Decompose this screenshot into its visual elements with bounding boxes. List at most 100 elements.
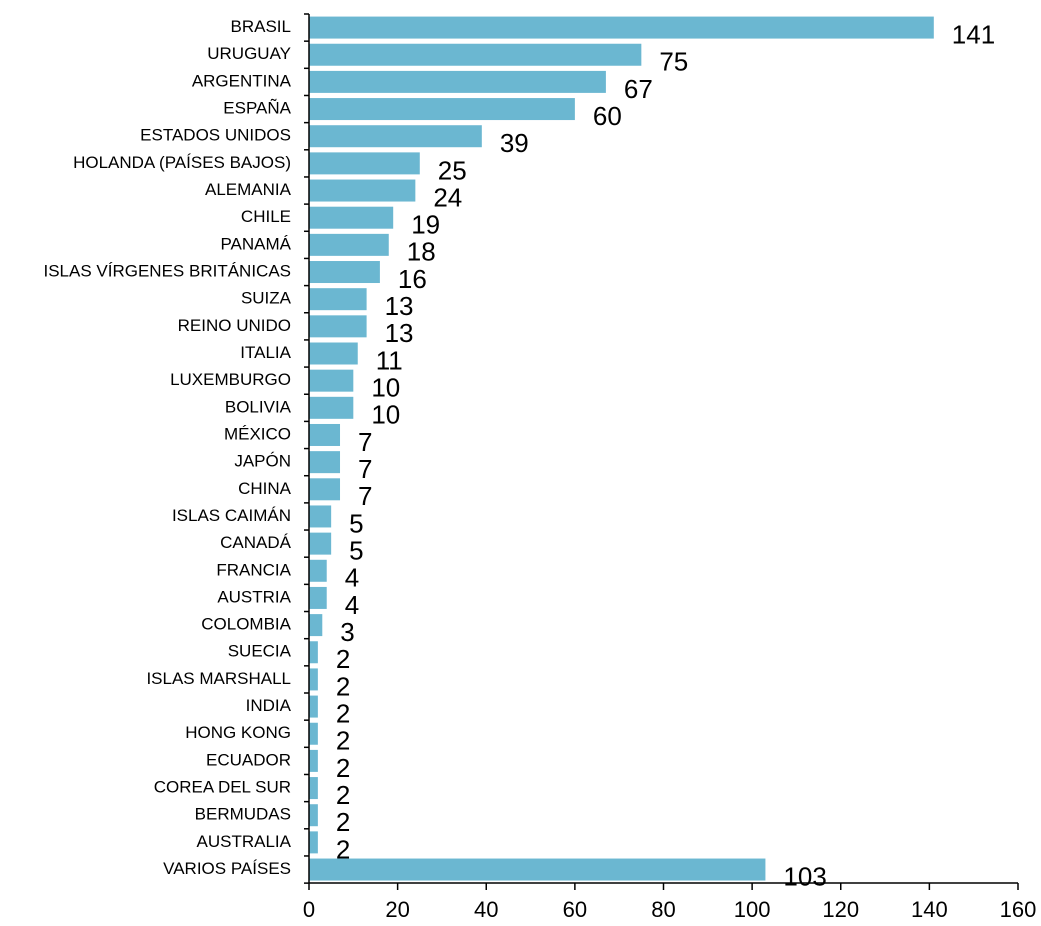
bars-group	[309, 16, 934, 881]
category-label: AUSTRIA	[217, 587, 291, 606]
bar	[309, 641, 318, 664]
data-labels-group: 1417567603925241918161313111010777554432…	[336, 19, 995, 891]
data-label: 103	[783, 861, 826, 891]
x-tick-label: 140	[911, 897, 948, 922]
data-label: 60	[593, 101, 622, 131]
data-label: 141	[952, 19, 995, 49]
x-tick-label: 0	[303, 897, 315, 922]
data-label: 13	[385, 291, 414, 321]
data-label: 7	[358, 454, 372, 484]
category-label: ISLAS CAIMÁN	[172, 506, 291, 525]
bar	[309, 722, 318, 745]
category-label: CANADÁ	[220, 533, 292, 552]
bar	[309, 206, 394, 229]
category-label: LUXEMBURGO	[170, 370, 291, 389]
category-label: ISLAS MARSHALL	[146, 669, 291, 688]
data-label: 2	[336, 780, 350, 810]
data-label: 7	[358, 481, 372, 511]
x-tick-label: 100	[734, 897, 771, 922]
category-label: INDIA	[246, 696, 292, 715]
bar	[309, 125, 482, 148]
bar	[309, 43, 642, 66]
data-label: 75	[659, 47, 688, 77]
category-label: ITALIA	[240, 343, 291, 362]
bar	[309, 749, 318, 772]
data-label: 11	[376, 345, 403, 375]
x-tick-label: 120	[822, 897, 859, 922]
bar	[309, 831, 318, 854]
category-label: ESTADOS UNIDOS	[140, 126, 291, 145]
x-tick-label: 80	[651, 897, 675, 922]
x-tick-label: 160	[1000, 897, 1037, 922]
data-label: 10	[371, 373, 400, 403]
bar	[309, 233, 389, 256]
data-label: 2	[336, 698, 350, 728]
category-label: URUGUAY	[207, 44, 291, 63]
bar	[309, 288, 367, 311]
data-label: 5	[349, 508, 363, 538]
category-label: ECUADOR	[206, 750, 291, 769]
category-labels-group: BRASIL URUGUAY ARGENTINA ESPAÑA ESTADOS UNID…	[43, 17, 291, 878]
data-label: 5	[349, 535, 363, 565]
category-label: JAPÓN	[234, 452, 291, 471]
category-label: FRANCIA	[216, 560, 291, 579]
category-label: SUIZA	[241, 289, 292, 308]
bar	[309, 586, 327, 609]
bar	[309, 804, 318, 827]
data-label: 4	[345, 590, 359, 620]
bar	[309, 668, 318, 691]
data-label: 2	[336, 644, 350, 674]
bar	[309, 478, 341, 501]
data-label: 25	[438, 155, 467, 185]
data-label: 2	[336, 807, 350, 837]
category-label: HONG KONG	[185, 723, 291, 742]
category-label: MÉXICO	[224, 424, 291, 443]
data-label: 19	[411, 210, 440, 240]
category-label: ISLAS VÍRGENES BRITÁNICAS	[43, 262, 291, 281]
bar	[309, 451, 341, 474]
data-label: 10	[371, 400, 400, 430]
category-label: COREA DEL SUR	[154, 778, 291, 797]
category-label: REINO UNIDO	[178, 316, 291, 335]
bar	[309, 695, 318, 718]
bar	[309, 423, 341, 446]
bar	[309, 315, 367, 338]
bar	[309, 532, 332, 555]
x-tick-label: 60	[563, 897, 587, 922]
data-label: 39	[500, 128, 529, 158]
bar	[309, 261, 380, 284]
data-label: 67	[624, 74, 653, 104]
data-label: 24	[433, 182, 462, 212]
category-label: CHINA	[238, 479, 292, 498]
category-label: BRASIL	[231, 17, 291, 36]
data-label: 7	[358, 427, 372, 457]
bar	[309, 396, 354, 419]
axes-group: 0 20 40 60 80 100 120 140 160	[303, 13, 1037, 922]
bar	[309, 16, 934, 39]
category-label: ARGENTINA	[192, 71, 292, 90]
x-tick-label: 40	[474, 897, 498, 922]
category-label: VARIOS PAÍSES	[163, 859, 291, 878]
data-label: 3	[340, 617, 354, 647]
category-label: AUSTRALIA	[197, 832, 292, 851]
bar	[309, 614, 323, 637]
bar	[309, 559, 327, 582]
data-label: 2	[336, 753, 350, 783]
bar	[309, 858, 766, 881]
x-tick-label: 20	[385, 897, 409, 922]
data-label: 16	[398, 264, 427, 294]
data-label: 2	[336, 834, 350, 864]
category-label: CHILE	[241, 207, 291, 226]
category-label: BERMUDAS	[195, 805, 291, 824]
data-label: 2	[336, 726, 350, 756]
bar	[309, 369, 354, 392]
data-label: 2	[336, 671, 350, 701]
category-label: PANAMÁ	[220, 234, 291, 253]
category-label: HOLANDA (PAÍSES BAJOS)	[73, 153, 291, 172]
category-label: ESPAÑA	[223, 99, 291, 118]
category-label: COLOMBIA	[201, 615, 291, 634]
category-label: SUECIA	[228, 642, 292, 661]
data-label: 13	[385, 318, 414, 348]
bar	[309, 179, 416, 202]
